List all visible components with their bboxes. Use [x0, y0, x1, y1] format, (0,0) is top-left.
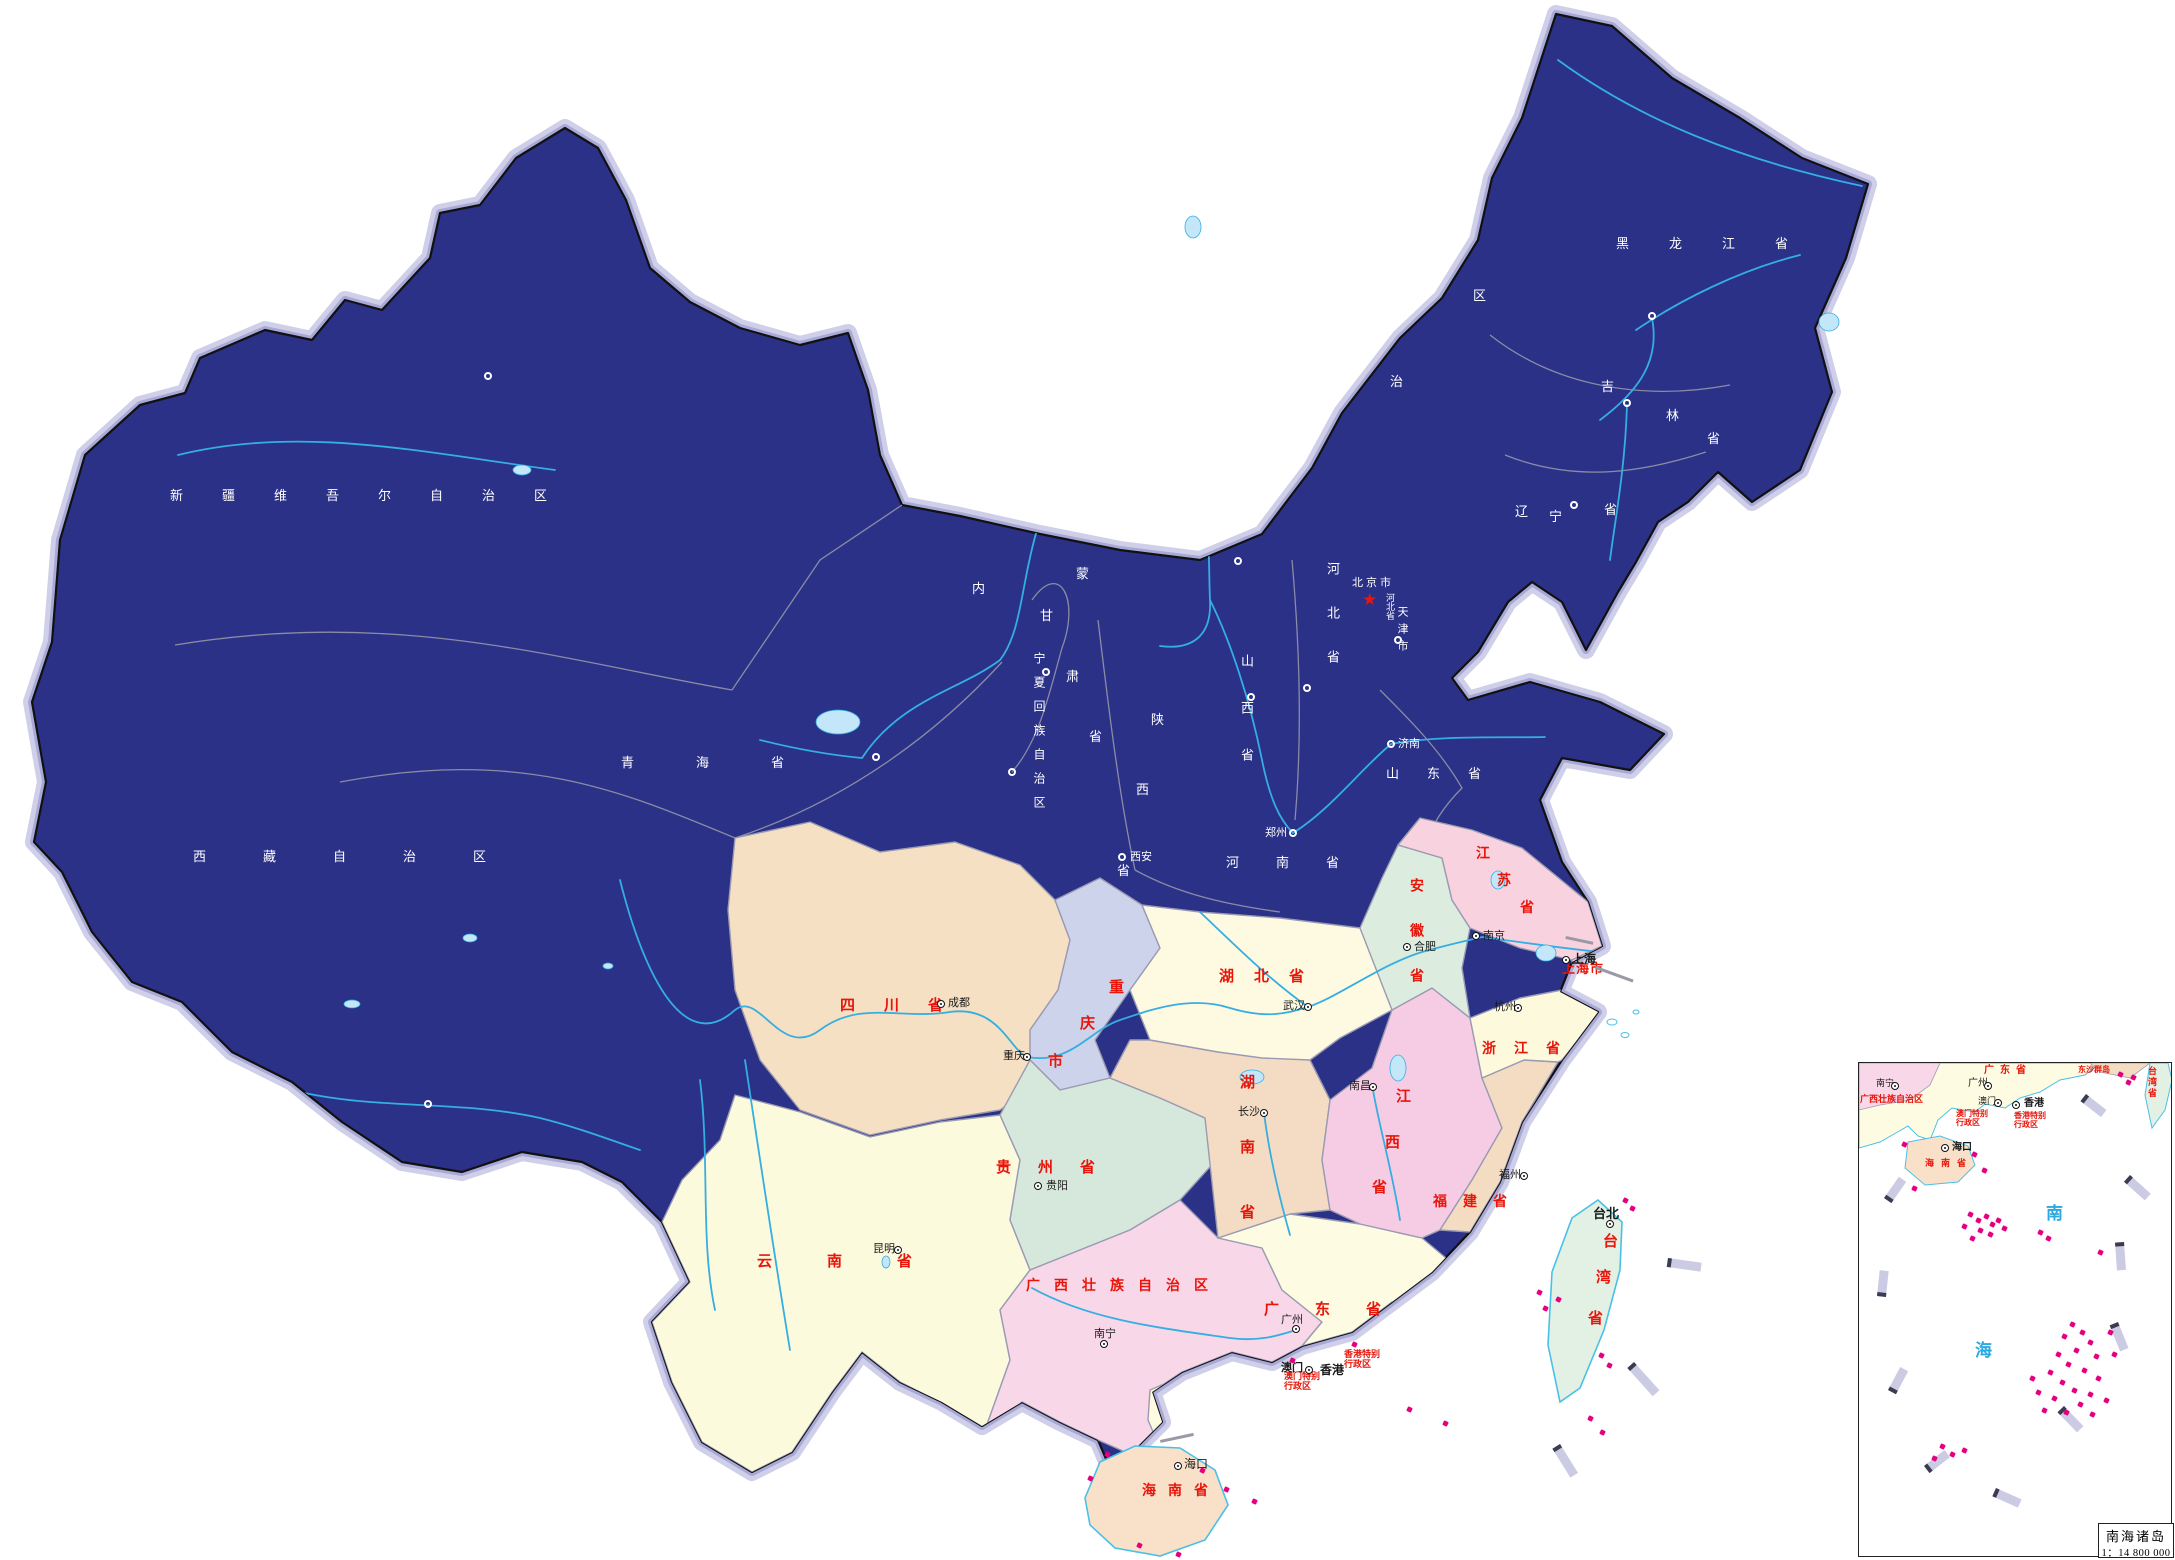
south-provinces — [651, 817, 1619, 1473]
inset-legend-scale: 1：14 800 000 — [2101, 1548, 2171, 1559]
zhoushan-islands — [1606, 1009, 1640, 1038]
province-hainan — [1084, 1445, 1229, 1557]
province-guizhou — [999, 1059, 1219, 1271]
province-yunnan — [651, 1094, 1031, 1473]
inset-taiwan — [2144, 1063, 2171, 1130]
inset-guangxi — [1859, 1063, 1941, 1111]
inset-hainan — [1904, 1135, 1976, 1186]
lakes — [343, 215, 1840, 1269]
province-hubei — [1129, 904, 1433, 1061]
inset-fujian — [2089, 1063, 2151, 1079]
inset-legend-title: 南海诸岛 — [2105, 1529, 2166, 1544]
south-china-sea-inset — [1858, 1062, 2172, 1557]
inset-svg — [1859, 1063, 2171, 1186]
province-zhejiang — [1469, 989, 1601, 1079]
inset-legend: 南海诸岛 1：14 800 000 — [2098, 1523, 2174, 1559]
province-taiwan — [1547, 1198, 1623, 1404]
rivers — [177, 59, 1863, 1351]
